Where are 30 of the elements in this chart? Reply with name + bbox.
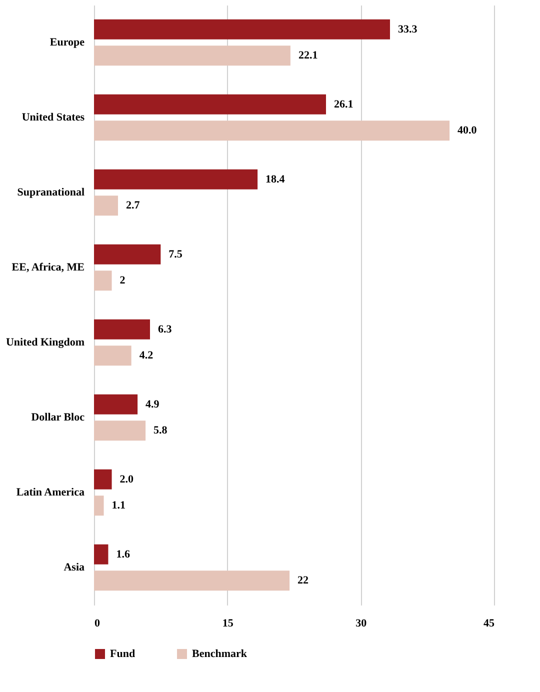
data-label: 22	[298, 574, 310, 587]
y-tick-label: Dollar Bloc	[31, 412, 85, 424]
data-label: 33.3	[398, 23, 418, 36]
data-label: 4.2	[139, 350, 154, 362]
data-label: 6.3	[158, 323, 172, 336]
data-label: 40.0	[458, 124, 478, 137]
data-label: 4.9	[146, 398, 160, 410]
data-label: 1.6	[116, 548, 130, 560]
data-label: 18.4	[266, 173, 286, 186]
y-tick-label: EE, Africa, ME	[12, 262, 84, 274]
y-tick-label: Latin America	[16, 486, 85, 498]
data-label: 5.8	[154, 424, 168, 437]
data-label: 1.1	[112, 500, 126, 512]
y-tick-label: Asia	[64, 562, 85, 574]
x-tick-label: 0	[94, 618, 100, 630]
y-tick-label: Europe	[50, 36, 85, 48]
data-label: 2	[120, 274, 126, 287]
data-label: 22.1	[298, 50, 318, 62]
data-label: 2.7	[126, 200, 140, 212]
y-tick-label: United Kingdom	[6, 336, 84, 348]
data-label: 7.5	[168, 248, 183, 260]
legend-label: Fund	[110, 648, 136, 660]
x-tick-label: 15	[222, 618, 234, 630]
x-tick-label: 30	[356, 618, 368, 630]
data-label: 26.1	[334, 98, 354, 110]
x-tick-label: 45	[484, 618, 495, 630]
y-tick-label: Supranational	[17, 186, 84, 198]
data-label: 2.0	[120, 473, 134, 486]
y-tick-label: United States	[22, 112, 86, 124]
legend-label: Benchmark	[192, 648, 248, 660]
